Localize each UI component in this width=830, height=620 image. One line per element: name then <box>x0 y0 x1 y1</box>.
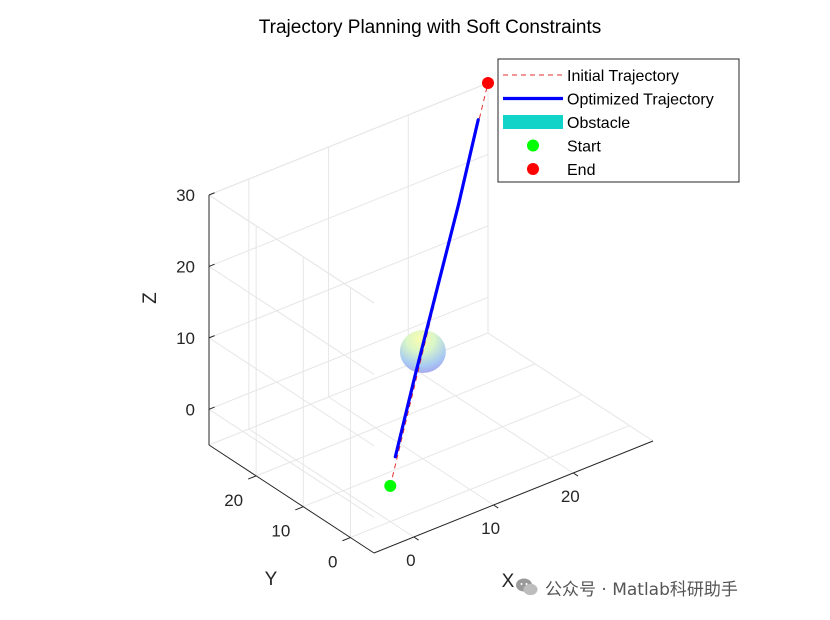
legend-label: Start <box>567 139 601 156</box>
x-axis-label: X <box>502 571 515 592</box>
legend-label: End <box>567 162 595 179</box>
grid-line <box>208 194 375 304</box>
watermark: 公众号 · Matlab科研助手 <box>515 574 738 600</box>
x-tick <box>493 504 499 509</box>
grid-line <box>328 396 494 506</box>
grid-line <box>208 337 375 447</box>
x-tick <box>413 536 419 541</box>
x-tick-label: 20 <box>561 487 580 506</box>
z-tick <box>208 406 215 410</box>
grid-line <box>255 363 536 477</box>
grid-line <box>208 82 489 196</box>
z-tick-label: 20 <box>176 257 195 276</box>
x-axis-line <box>373 440 654 554</box>
axes-box <box>208 192 654 554</box>
chart-title: Trajectory Planning with Soft Constraint… <box>259 17 602 38</box>
z-axis-label: Z <box>140 292 161 304</box>
grid-line <box>208 296 489 410</box>
y-tick-label: 20 <box>224 491 243 510</box>
grid-line <box>208 408 375 518</box>
grid-line <box>487 332 654 442</box>
x-tick-label: 10 <box>481 519 500 538</box>
tick-labels: 0 10 20 0 10 20 0 10 20 30 <box>176 186 580 572</box>
z-tick <box>208 192 215 196</box>
grid-line <box>208 225 489 339</box>
legend-swatch-obstacle <box>503 115 563 129</box>
watermark-text: 公众号 · Matlab科研助手 <box>545 579 738 600</box>
y-axis-line <box>208 444 375 554</box>
plot-area <box>384 77 494 492</box>
grid-line <box>303 394 583 508</box>
z-tick-label: 30 <box>176 186 195 205</box>
legend-label: Obstacle <box>567 115 630 132</box>
y-tick <box>247 475 257 480</box>
grid-line <box>248 428 415 538</box>
end-marker <box>482 77 494 89</box>
y-tick <box>295 506 304 511</box>
legend-swatch-marker <box>527 139 539 152</box>
grid-line <box>208 332 489 446</box>
y-tick <box>342 537 351 542</box>
z-tick <box>208 263 215 267</box>
y-axis-label: Y <box>265 569 278 590</box>
wechat-icon <box>516 578 538 596</box>
z-tick <box>208 335 215 339</box>
start-marker <box>384 479 397 492</box>
legend-swatch-marker <box>527 163 539 175</box>
legend-label: Initial Trajectory <box>567 68 679 85</box>
z-tick-label: 0 <box>186 400 195 419</box>
z-tick-label: 10 <box>176 329 195 348</box>
optimized-trajectory-line <box>393 118 480 459</box>
grid-line <box>350 425 630 539</box>
x-tick-label: 0 <box>406 551 415 570</box>
y-tick-label: 10 <box>271 522 290 541</box>
legend-label: Optimized Trajectory <box>567 92 714 109</box>
grid-line <box>408 364 574 474</box>
grid-line <box>208 153 489 267</box>
x-tick <box>573 472 579 477</box>
legend: Initial Trajectory Optimized Trajectory Ob… <box>497 58 740 183</box>
grid-line <box>208 266 375 375</box>
y-tick-label: 0 <box>328 553 337 572</box>
